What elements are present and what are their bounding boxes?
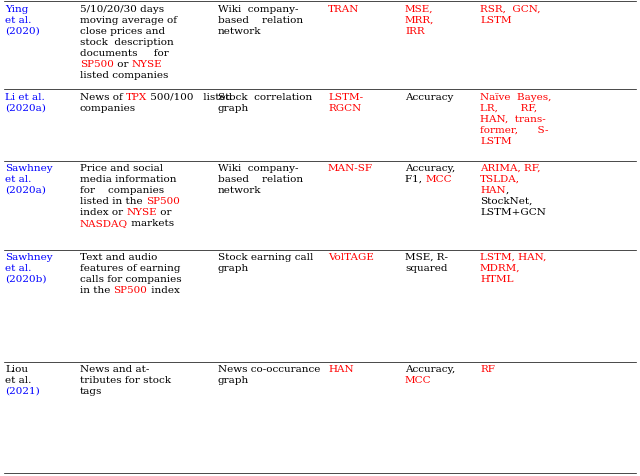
Text: SP500: SP500 bbox=[80, 60, 114, 69]
Text: squared: squared bbox=[405, 264, 447, 273]
Text: moving average of: moving average of bbox=[80, 16, 177, 25]
Text: tributes for stock: tributes for stock bbox=[80, 376, 171, 385]
Text: F1,: F1, bbox=[405, 175, 425, 184]
Text: close prices and: close prices and bbox=[80, 27, 165, 36]
Text: (2020b): (2020b) bbox=[5, 275, 47, 284]
Text: network: network bbox=[218, 27, 262, 36]
Text: graph: graph bbox=[218, 104, 249, 113]
Text: Wiki  company-: Wiki company- bbox=[218, 164, 298, 173]
Text: tags: tags bbox=[80, 387, 102, 396]
Text: former,      S-: former, S- bbox=[480, 126, 548, 135]
Text: MCC: MCC bbox=[425, 175, 452, 184]
Text: Accuracy,: Accuracy, bbox=[405, 365, 455, 374]
Text: index or: index or bbox=[80, 208, 126, 217]
Text: TRAN: TRAN bbox=[328, 5, 360, 14]
Text: RGCN: RGCN bbox=[328, 104, 361, 113]
Text: StockNet,: StockNet, bbox=[480, 197, 532, 206]
Text: MAN-SF: MAN-SF bbox=[328, 164, 373, 173]
Text: ,: , bbox=[506, 186, 509, 195]
Text: stock  description: stock description bbox=[80, 38, 173, 47]
Text: MSE,: MSE, bbox=[405, 5, 433, 14]
Text: MCC: MCC bbox=[405, 376, 431, 385]
Text: features of earning: features of earning bbox=[80, 264, 180, 273]
Text: companies: companies bbox=[80, 104, 136, 113]
Text: markets: markets bbox=[128, 219, 174, 228]
Text: SP500: SP500 bbox=[114, 286, 147, 295]
Text: RSR,  GCN,: RSR, GCN, bbox=[480, 5, 541, 14]
Text: MRR,: MRR, bbox=[405, 16, 435, 25]
Text: Liou: Liou bbox=[5, 365, 28, 374]
Text: News and at-: News and at- bbox=[80, 365, 149, 374]
Text: News co-occurance: News co-occurance bbox=[218, 365, 321, 374]
Text: Sawhney: Sawhney bbox=[5, 253, 52, 262]
Text: NYSE: NYSE bbox=[126, 208, 157, 217]
Text: calls for companies: calls for companies bbox=[80, 275, 182, 284]
Text: in the: in the bbox=[80, 286, 114, 295]
Text: listed in the: listed in the bbox=[80, 197, 146, 206]
Text: graph: graph bbox=[218, 376, 249, 385]
Text: Li et al.: Li et al. bbox=[5, 93, 45, 102]
Text: HAN: HAN bbox=[328, 365, 354, 374]
Text: VolTAGE: VolTAGE bbox=[328, 253, 374, 262]
Text: Accuracy: Accuracy bbox=[405, 93, 453, 102]
Text: (2020a): (2020a) bbox=[5, 104, 46, 113]
Text: (2020): (2020) bbox=[5, 27, 40, 36]
Text: MSE, R-: MSE, R- bbox=[405, 253, 448, 262]
Text: documents     for: documents for bbox=[80, 49, 169, 58]
Text: ARIMA, RF,: ARIMA, RF, bbox=[480, 164, 541, 173]
Text: LR,       RF,: LR, RF, bbox=[480, 104, 537, 113]
Text: Ying: Ying bbox=[5, 5, 28, 14]
Text: Sawhney: Sawhney bbox=[5, 164, 52, 173]
Text: Accuracy,: Accuracy, bbox=[405, 164, 455, 173]
Text: or: or bbox=[114, 60, 132, 69]
Text: NASDAQ: NASDAQ bbox=[80, 219, 128, 228]
Text: Wiki  company-: Wiki company- bbox=[218, 5, 298, 14]
Text: network: network bbox=[218, 186, 262, 195]
Text: LSTM-: LSTM- bbox=[328, 93, 363, 102]
Text: LSTM, HAN,: LSTM, HAN, bbox=[480, 253, 547, 262]
Text: et al.: et al. bbox=[5, 264, 31, 273]
Text: et al.: et al. bbox=[5, 16, 31, 25]
Text: RF: RF bbox=[480, 365, 495, 374]
Text: HAN,  trans-: HAN, trans- bbox=[480, 115, 546, 124]
Text: News of: News of bbox=[80, 93, 126, 102]
Text: Stock earning call: Stock earning call bbox=[218, 253, 314, 262]
Text: media information: media information bbox=[80, 175, 177, 184]
Text: LSTM: LSTM bbox=[480, 16, 511, 25]
Text: IRR: IRR bbox=[405, 27, 424, 36]
Text: listed companies: listed companies bbox=[80, 71, 168, 80]
Text: MDRM,: MDRM, bbox=[480, 264, 520, 273]
Text: et al.: et al. bbox=[5, 376, 31, 385]
Text: Text and audio: Text and audio bbox=[80, 253, 157, 262]
Text: or: or bbox=[157, 208, 172, 217]
Text: (2021): (2021) bbox=[5, 387, 40, 396]
Text: SP500: SP500 bbox=[146, 197, 180, 206]
Text: et al.: et al. bbox=[5, 175, 31, 184]
Text: based    relation: based relation bbox=[218, 175, 303, 184]
Text: Price and social: Price and social bbox=[80, 164, 163, 173]
Text: 5/10/20/30 days: 5/10/20/30 days bbox=[80, 5, 164, 14]
Text: for    companies: for companies bbox=[80, 186, 164, 195]
Text: graph: graph bbox=[218, 264, 249, 273]
Text: based    relation: based relation bbox=[218, 16, 303, 25]
Text: LSTM: LSTM bbox=[480, 137, 511, 146]
Text: Stock  correlation: Stock correlation bbox=[218, 93, 312, 102]
Text: Naïve  Bayes,: Naïve Bayes, bbox=[480, 93, 552, 102]
Text: HTML: HTML bbox=[480, 275, 513, 284]
Text: TPX: TPX bbox=[126, 93, 147, 102]
Text: index: index bbox=[147, 286, 179, 295]
Text: (2020a): (2020a) bbox=[5, 186, 46, 195]
Text: TSLDA,: TSLDA, bbox=[480, 175, 520, 184]
Text: LSTM+GCN: LSTM+GCN bbox=[480, 208, 546, 217]
Text: NYSE: NYSE bbox=[132, 60, 163, 69]
Text: 500/100   listed: 500/100 listed bbox=[147, 93, 232, 102]
Text: HAN: HAN bbox=[480, 186, 506, 195]
